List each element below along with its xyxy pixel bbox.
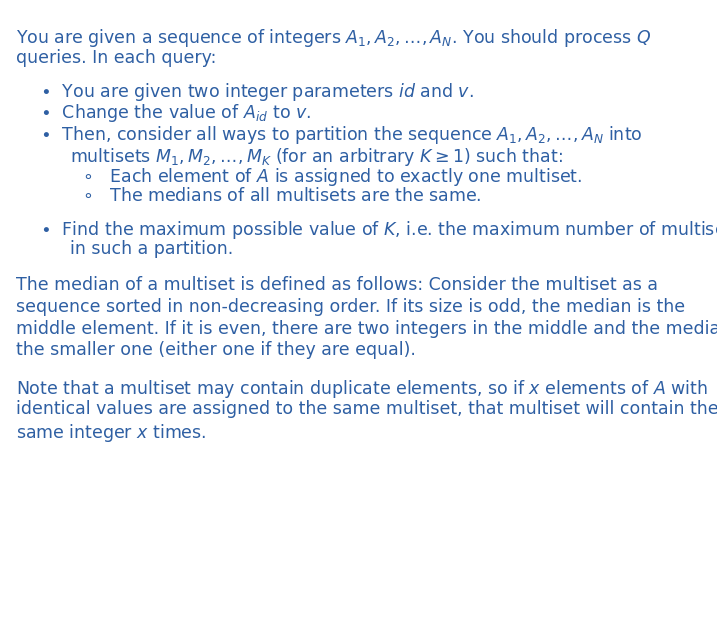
Text: in such a partition.: in such a partition. bbox=[70, 240, 234, 258]
Text: $\circ$   Each element of $A$ is assigned to exactly one multiset.: $\circ$ Each element of $A$ is assigned … bbox=[82, 166, 583, 188]
Text: same integer $x$ times.: same integer $x$ times. bbox=[16, 422, 206, 443]
Text: queries. In each query:: queries. In each query: bbox=[16, 49, 216, 66]
Text: middle element. If it is even, there are two integers in the middle and the medi: middle element. If it is even, there are… bbox=[16, 320, 717, 337]
Text: You are given a sequence of integers $A_1, A_2, \ldots, A_N$. You should process: You are given a sequence of integers $A_… bbox=[16, 27, 651, 49]
Text: multisets $M_1, M_2, \ldots, M_K$ (for an arbitrary $K \geq 1$) such that:: multisets $M_1, M_2, \ldots, M_K$ (for a… bbox=[70, 146, 563, 167]
Text: Note that a multiset may contain duplicate elements, so if $x$ elements of $A$ w: Note that a multiset may contain duplica… bbox=[16, 378, 708, 400]
Text: $\bullet$  Find the maximum possible value of $K$, i.e. the maximum number of mu: $\bullet$ Find the maximum possible valu… bbox=[40, 219, 717, 240]
Text: $\bullet$  Change the value of $A_{id}$ to $v$.: $\bullet$ Change the value of $A_{id}$ t… bbox=[40, 102, 311, 124]
Text: The median of a multiset is defined as follows: Consider the multiset as a: The median of a multiset is defined as f… bbox=[16, 276, 657, 294]
Text: $\bullet$  You are given two integer parameters $\mathit{id}$ and $v$.: $\bullet$ You are given two integer para… bbox=[40, 81, 474, 103]
Text: the smaller one (either one if they are equal).: the smaller one (either one if they are … bbox=[16, 341, 416, 359]
Text: sequence sorted in non-decreasing order. If its size is odd, the median is the: sequence sorted in non-decreasing order.… bbox=[16, 298, 685, 316]
Text: $\circ$   The medians of all multisets are the same.: $\circ$ The medians of all multisets are… bbox=[82, 187, 482, 204]
Text: identical values are assigned to the same multiset, that multiset will contain t: identical values are assigned to the sam… bbox=[16, 400, 717, 418]
Text: $\bullet$  Then, consider all ways to partition the sequence $A_1, A_2, \ldots, : $\bullet$ Then, consider all ways to par… bbox=[40, 124, 642, 146]
